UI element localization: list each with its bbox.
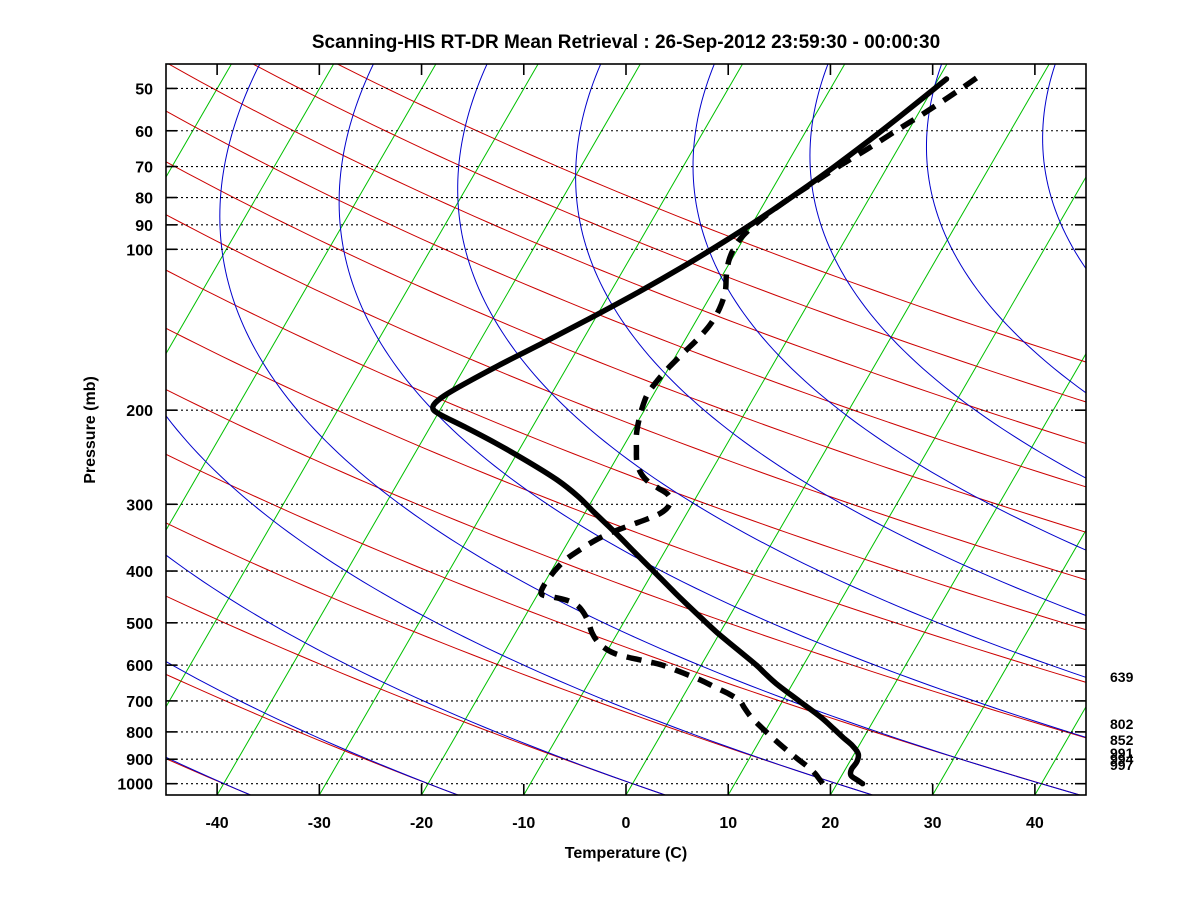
x-tick-label: 0 — [622, 815, 631, 832]
y-tick-label: 600 — [126, 658, 153, 675]
isotherm-line — [625, 64, 1050, 795]
dry-adiabat-line — [166, 453, 1080, 795]
isotherm-line — [421, 64, 846, 795]
isotherm-line — [727, 176, 1086, 795]
moist-adiabat-line — [1042, 64, 1086, 270]
y-tick-label: 80 — [135, 191, 153, 208]
dry-adiabat-line — [166, 161, 1086, 533]
dry-adiabat-line — [166, 595, 666, 795]
x-axis-ticks: -40 -30 -20 -10 0 10 20 30 40 — [206, 64, 1044, 832]
isotherm-line — [318, 64, 743, 795]
moist-adiabat-line — [166, 554, 666, 795]
y-tick-label: 50 — [135, 81, 153, 98]
moist-adiabat-line — [219, 64, 1080, 795]
y-tick-label: 90 — [135, 218, 153, 235]
side-annotation-label: 639 — [1110, 669, 1134, 685]
dewpoint-profile — [538, 71, 984, 786]
side-annotation-label: 802 — [1110, 716, 1134, 732]
x-tick-label: -20 — [410, 815, 433, 832]
y-tick-label: 200 — [126, 403, 153, 420]
side-annotation-label: 994 — [1110, 751, 1134, 767]
x-tick-label: -10 — [512, 815, 535, 832]
x-tick-label: 20 — [822, 815, 840, 832]
isotherm-lines — [166, 64, 1086, 795]
side-annotation-label: 997 — [1110, 757, 1134, 773]
dry-adiabat-line — [166, 110, 1086, 488]
isotherm-line — [216, 64, 641, 795]
moist-adiabat-line — [925, 64, 1086, 394]
x-tick-label: 10 — [719, 815, 737, 832]
y-tick-label: 1000 — [117, 777, 153, 794]
y-tick-label: 500 — [126, 616, 153, 633]
isotherm-line — [166, 64, 539, 708]
x-tick-label: 30 — [924, 815, 942, 832]
chart-title: Scanning-HIS RT-DR Mean Retrieval : 26-S… — [312, 32, 940, 53]
y-axis-title: Pressure (mb) — [82, 376, 99, 484]
isotherm-line — [166, 64, 335, 355]
dry-adiabat-lines — [166, 64, 1086, 795]
moist-adiabat-line — [338, 64, 1086, 738]
dry-adiabat-line — [168, 64, 1086, 445]
y-tick-label: 70 — [135, 160, 153, 177]
x-axis-title: Temperature (C) — [565, 845, 687, 862]
dewpoint-profile-line — [538, 71, 984, 786]
isotherm-line — [523, 64, 948, 795]
y-tick-label: 300 — [126, 497, 153, 514]
moist-adiabat-line — [575, 64, 1086, 617]
side-annotation-label: 852 — [1110, 732, 1134, 748]
dry-adiabat-line — [252, 64, 1086, 403]
temperature-profile — [430, 76, 950, 787]
dry-adiabat-line — [166, 327, 1086, 683]
isotherm-line — [932, 529, 1086, 795]
y-tick-label: 800 — [126, 725, 153, 742]
temperature-profile-line — [430, 76, 950, 787]
moist-adiabat-line — [166, 415, 873, 795]
moist-adiabat-lines — [166, 64, 1086, 795]
y-tick-label: 900 — [126, 752, 153, 769]
x-tick-label: 40 — [1026, 815, 1044, 832]
y-tick-label: 400 — [126, 564, 153, 581]
dry-adiabat-line — [166, 214, 1086, 581]
y-tick-label: 700 — [126, 694, 153, 711]
isotherm-line — [166, 64, 437, 532]
dry-adiabat-line — [166, 389, 1086, 739]
moist-adiabat-line — [692, 64, 1086, 551]
moist-adiabat-line — [457, 64, 1086, 678]
y-tick-label: 60 — [135, 124, 153, 141]
y-tick-label: 100 — [126, 242, 153, 259]
dry-adiabat-line — [166, 269, 1086, 631]
dry-adiabat-line — [337, 64, 1086, 363]
y-axis-ticks: 50 60 70 80 90 100 200 300 400 500 600 700 800 900 100… — [117, 81, 1086, 794]
dry-adiabat-line — [166, 522, 873, 795]
x-tick-label: -30 — [308, 815, 331, 832]
isobar-lines — [166, 87, 1086, 785]
moist-adiabat-line — [166, 660, 459, 795]
x-tick-label: -40 — [206, 815, 229, 832]
side-annotation-label: 991 — [1110, 745, 1134, 761]
